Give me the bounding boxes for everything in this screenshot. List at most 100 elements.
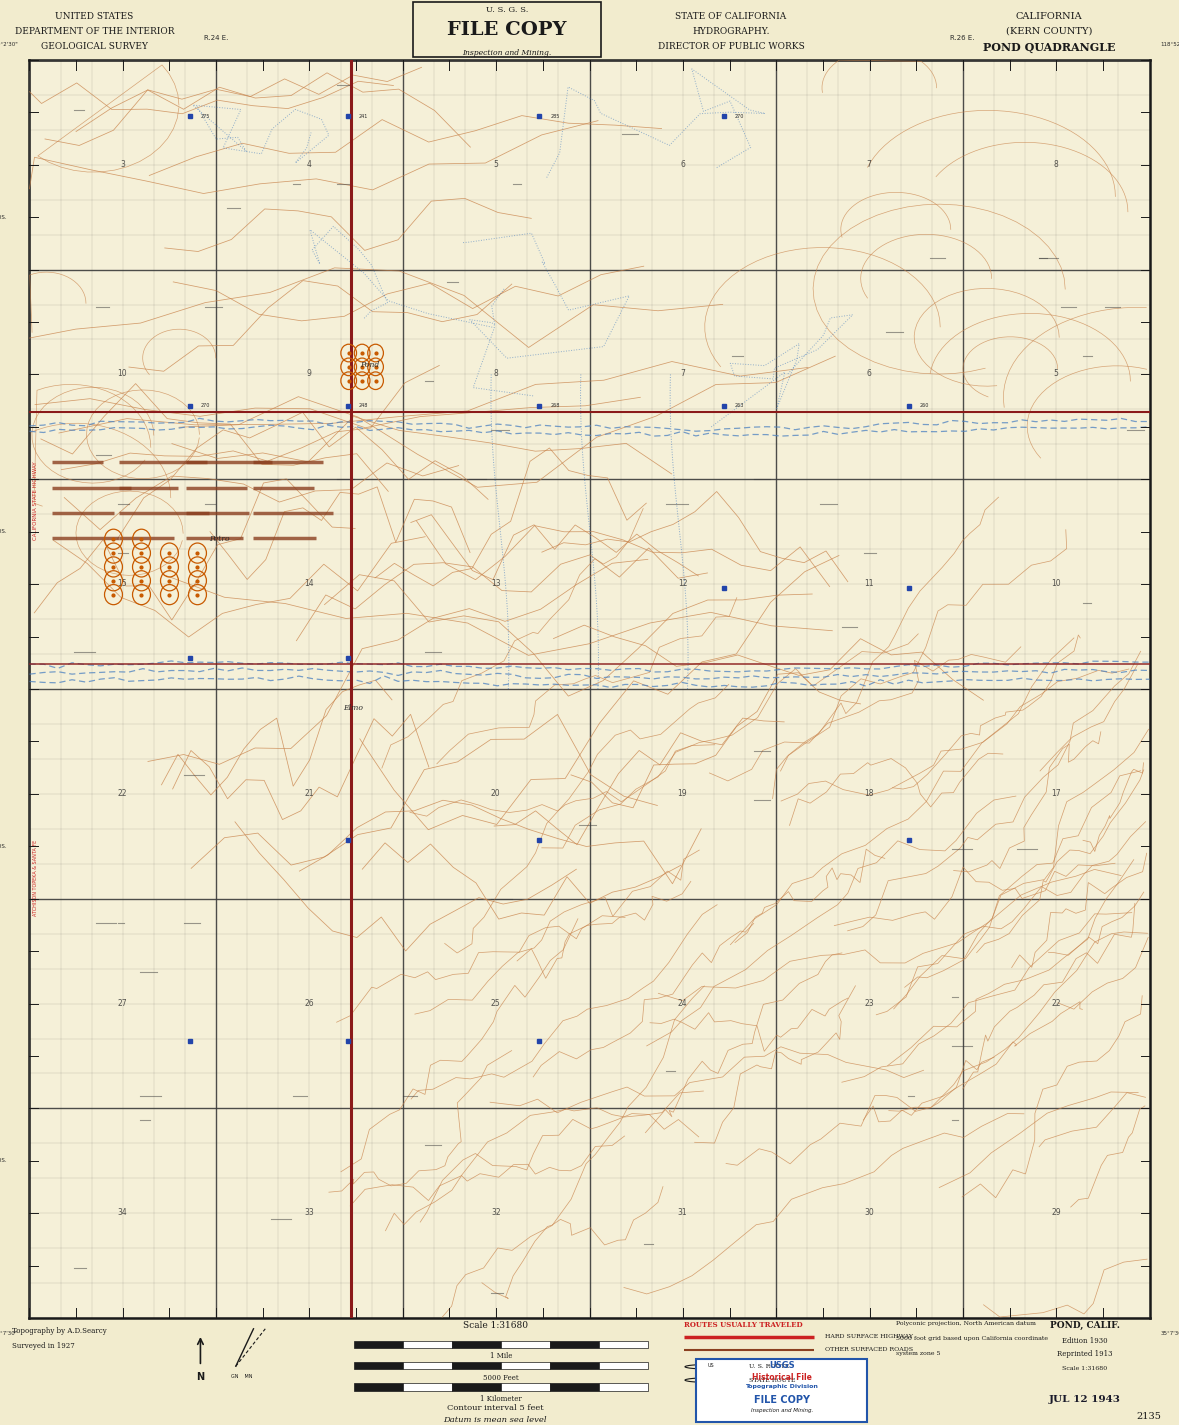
Bar	[501, 1341, 551, 1348]
Text: 1 Kilometer: 1 Kilometer	[480, 1395, 522, 1404]
Text: 118°52'30": 118°52'30"	[1160, 43, 1179, 47]
Text: 8: 8	[1054, 160, 1059, 168]
Text: R.24 E.: R.24 E.	[204, 36, 229, 41]
Text: Petro: Petro	[209, 534, 229, 543]
Text: 7: 7	[680, 369, 685, 379]
Text: 32: 32	[490, 1208, 501, 1217]
Text: DIRECTOR OF PUBLIC WORKS: DIRECTOR OF PUBLIC WORKS	[658, 41, 804, 51]
Text: USGS: USGS	[769, 1361, 795, 1369]
Text: 23: 23	[864, 999, 874, 1007]
Bar	[452, 1362, 501, 1369]
Text: 33: 33	[304, 1208, 314, 1217]
Bar	[551, 1362, 599, 1369]
Text: 119°2'30": 119°2'30"	[0, 43, 19, 47]
Text: 35°7'30": 35°7'30"	[0, 1331, 19, 1335]
Bar	[452, 1384, 501, 1391]
Bar	[403, 1384, 452, 1391]
Text: R.26 E.: R.26 E.	[950, 36, 975, 41]
Bar	[599, 1341, 648, 1348]
Bar	[403, 1341, 452, 1348]
Text: HARD SURFACE HIGHWAY: HARD SURFACE HIGHWAY	[825, 1334, 914, 1340]
Text: 24: 24	[678, 999, 687, 1007]
Text: 29: 29	[1050, 1208, 1061, 1217]
Text: Inspection and Mining.: Inspection and Mining.	[462, 48, 552, 57]
Text: Pond: Pond	[360, 361, 380, 369]
Text: 21: 21	[304, 789, 314, 798]
Bar	[354, 1384, 403, 1391]
Text: Scale 1:31680: Scale 1:31680	[462, 1321, 528, 1331]
Text: STATE OF CALIFORNIA: STATE OF CALIFORNIA	[676, 11, 786, 21]
Text: (KERN COUNTY): (KERN COUNTY)	[1006, 27, 1093, 36]
Text: T.30S.: T.30S.	[0, 529, 7, 534]
Text: ATCHISON TOPEKA & SANTA FE: ATCHISON TOPEKA & SANTA FE	[33, 839, 38, 916]
Text: 31: 31	[678, 1208, 687, 1217]
Text: 26: 26	[304, 999, 314, 1007]
Text: 263: 263	[736, 403, 744, 409]
Bar	[599, 1384, 648, 1391]
Text: GEOLOGICAL SURVEY: GEOLOGICAL SURVEY	[41, 41, 147, 51]
Text: OTHER SURFACED ROADS: OTHER SURFACED ROADS	[825, 1347, 914, 1352]
Text: 18: 18	[864, 789, 874, 798]
Text: 22: 22	[1050, 999, 1061, 1007]
Text: 30: 30	[864, 1208, 874, 1217]
Bar	[452, 1341, 501, 1348]
Text: R.25 E.: R.25 E.	[578, 36, 601, 41]
Text: 260: 260	[920, 403, 929, 409]
Text: 285: 285	[551, 114, 560, 118]
Text: 17: 17	[1050, 789, 1061, 798]
Text: Reprinted 1913: Reprinted 1913	[1056, 1351, 1113, 1358]
Text: 268: 268	[551, 403, 560, 409]
Text: JUL 12 1943: JUL 12 1943	[1049, 1395, 1120, 1404]
Text: 3: 3	[120, 160, 125, 168]
Text: ROUTES USUALLY TRAVELED: ROUTES USUALLY TRAVELED	[684, 1321, 803, 1330]
Text: Historical File: Historical File	[752, 1372, 811, 1382]
Text: 2135: 2135	[1137, 1412, 1161, 1421]
FancyBboxPatch shape	[696, 1359, 867, 1422]
Text: 25: 25	[490, 999, 501, 1007]
Bar	[354, 1341, 403, 1348]
Text: U. S. ROUTE: U. S. ROUTE	[749, 1364, 789, 1369]
Text: 20: 20	[490, 789, 501, 798]
Text: POND QUADRANGLE: POND QUADRANGLE	[983, 41, 1115, 53]
Text: 270: 270	[736, 114, 744, 118]
Text: 1 Mile: 1 Mile	[490, 1352, 512, 1361]
Text: 9: 9	[307, 369, 311, 379]
Bar	[599, 1362, 648, 1369]
Text: T.30S.: T.30S.	[0, 215, 7, 219]
Text: 241: 241	[358, 114, 368, 118]
Text: Contour interval 5 feet: Contour interval 5 feet	[447, 1404, 544, 1412]
Text: FILE COPY: FILE COPY	[447, 21, 567, 38]
Text: CALIFORNIA STATE HIGHWAY: CALIFORNIA STATE HIGHWAY	[33, 460, 38, 540]
Text: Topography by A.D.Searcy: Topography by A.D.Searcy	[12, 1327, 106, 1335]
Text: GN    MN: GN MN	[231, 1374, 252, 1379]
Text: 19: 19	[678, 789, 687, 798]
Text: 275: 275	[200, 114, 210, 118]
Text: DEPARTMENT OF THE INTERIOR: DEPARTMENT OF THE INTERIOR	[14, 27, 174, 36]
Text: Inspection and Mining.: Inspection and Mining.	[751, 1408, 812, 1414]
Text: 35°7'30": 35°7'30"	[1160, 1331, 1179, 1335]
Text: T.30S.: T.30S.	[0, 844, 7, 849]
Text: FILE COPY: FILE COPY	[753, 1395, 810, 1405]
Text: STATE ROUTE: STATE ROUTE	[749, 1378, 795, 1382]
Text: 5: 5	[493, 160, 499, 168]
Bar	[501, 1384, 551, 1391]
Text: HYDROGRAPHY.: HYDROGRAPHY.	[692, 27, 770, 36]
Text: Datum is mean sea level: Datum is mean sea level	[443, 1416, 547, 1425]
Text: Edition 1930: Edition 1930	[1062, 1337, 1107, 1345]
Text: 10: 10	[1050, 579, 1061, 589]
Text: Topographic Division: Topographic Division	[745, 1385, 818, 1389]
Text: 6: 6	[680, 160, 685, 168]
Text: 15: 15	[118, 579, 127, 589]
Bar	[551, 1384, 599, 1391]
Bar	[501, 1362, 551, 1369]
Text: system zone 5: system zone 5	[896, 1351, 941, 1357]
Text: 8: 8	[494, 369, 499, 379]
Text: 5: 5	[1053, 369, 1059, 379]
Text: CALIFORNIA: CALIFORNIA	[1016, 11, 1082, 21]
Text: 5000 Feet: 5000 Feet	[483, 1374, 519, 1382]
Text: 22: 22	[118, 789, 127, 798]
Text: 4: 4	[307, 160, 311, 168]
Text: 13: 13	[490, 579, 501, 589]
Text: 7: 7	[867, 160, 871, 168]
Text: 34: 34	[118, 1208, 127, 1217]
